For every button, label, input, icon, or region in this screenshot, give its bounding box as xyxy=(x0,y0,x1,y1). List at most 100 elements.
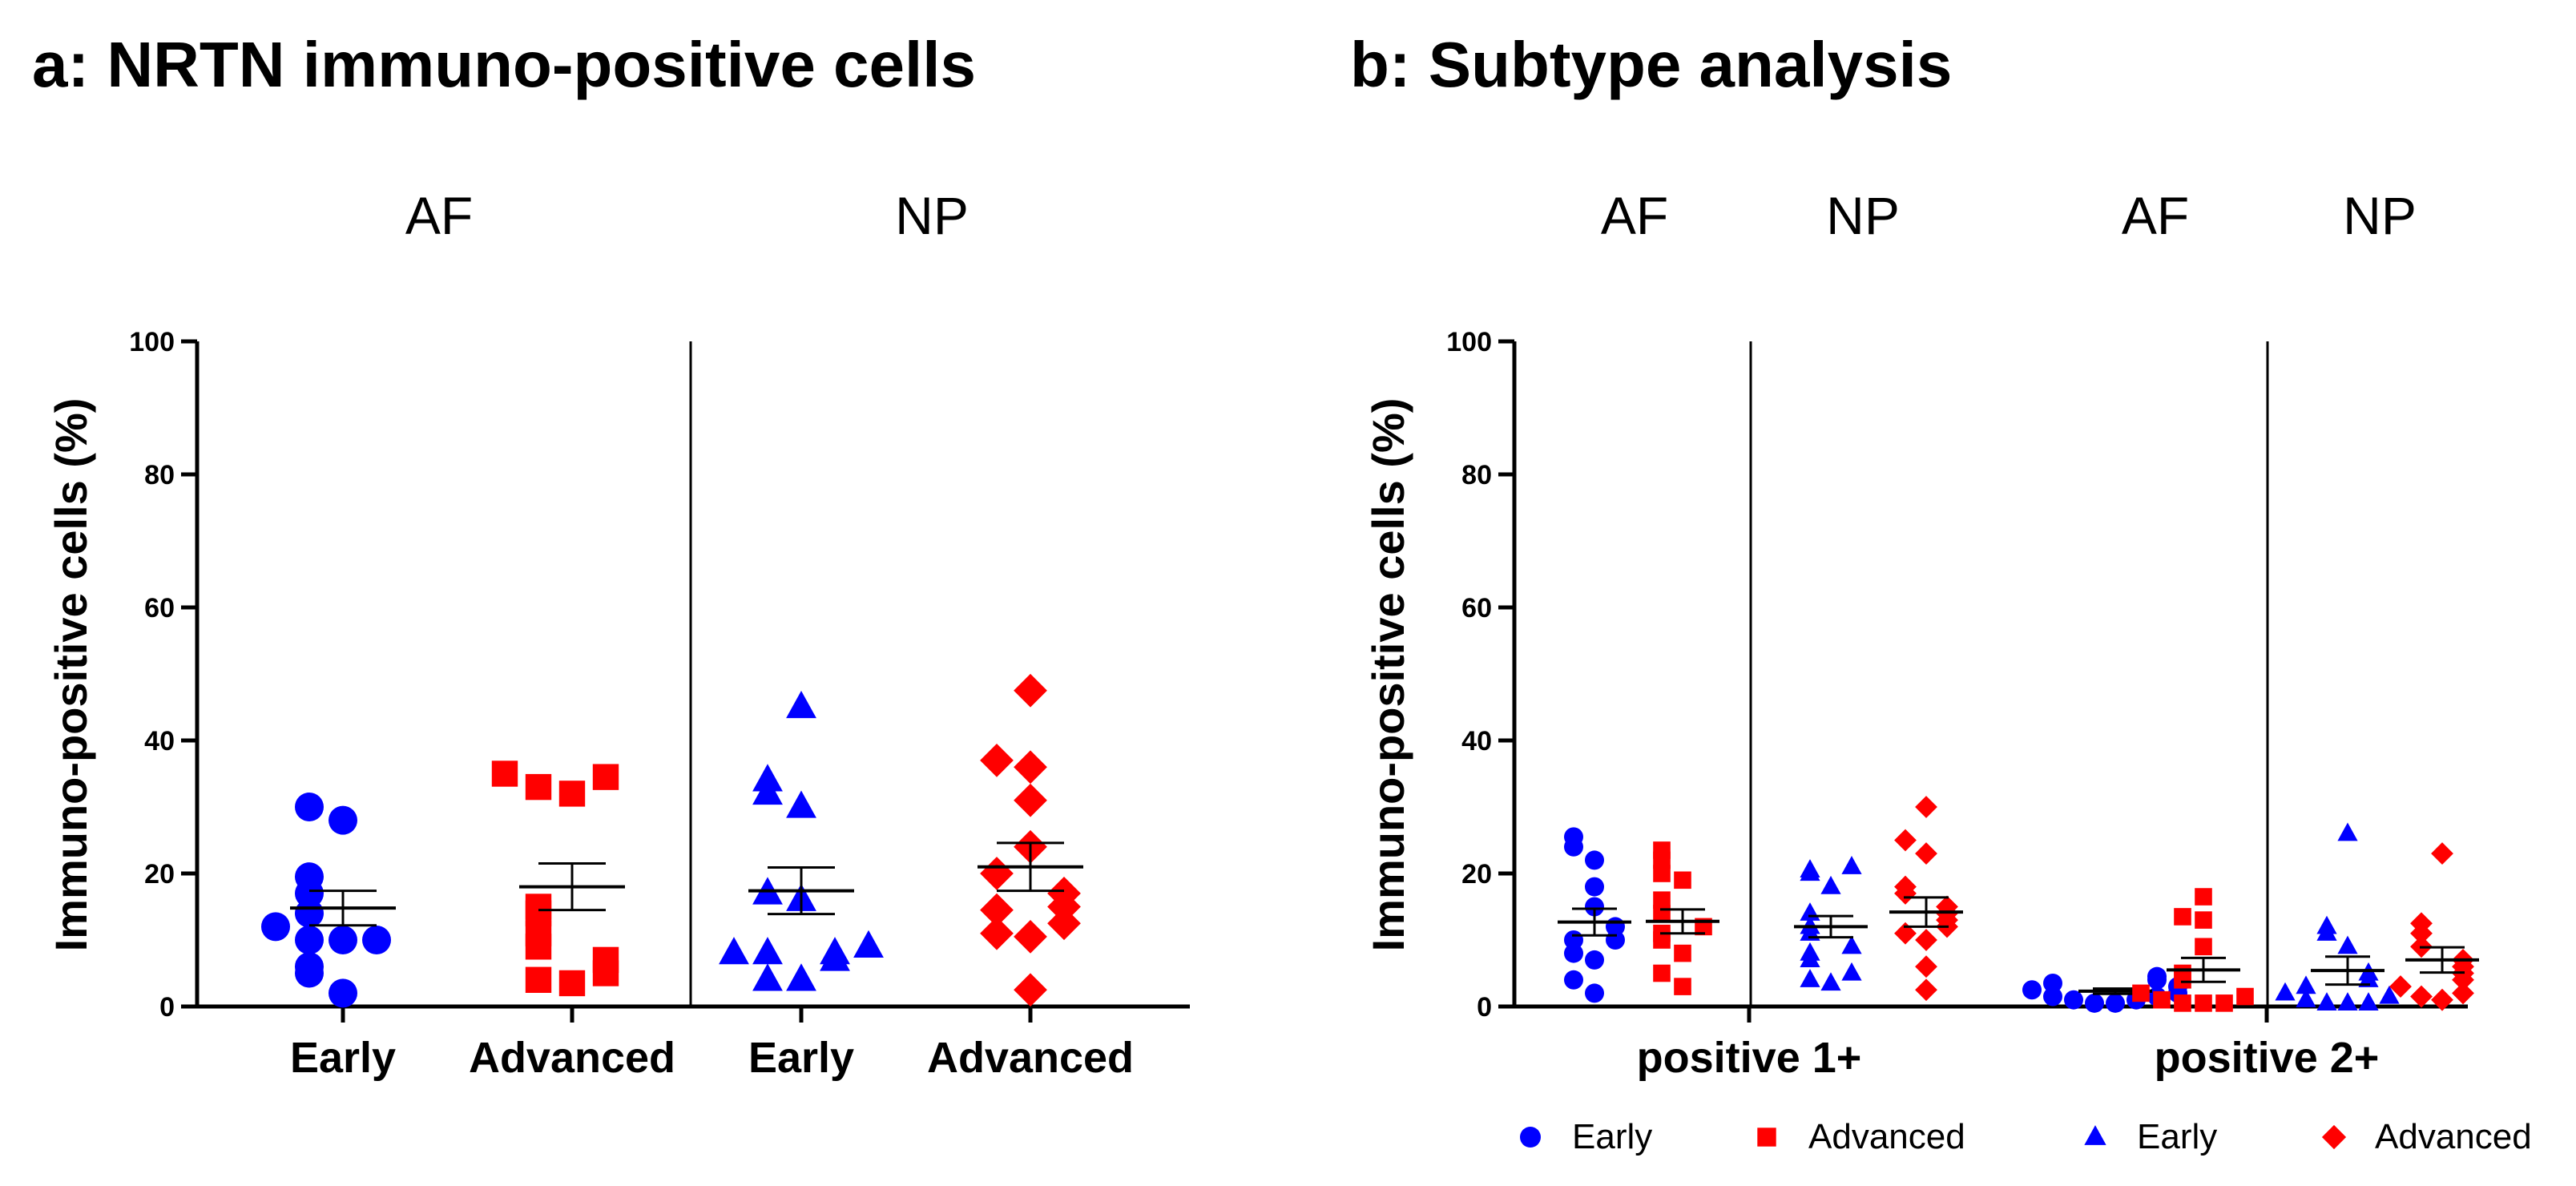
panel-b-point-triangle xyxy=(1820,972,1841,991)
panel-b-point-triangle xyxy=(2275,982,2296,1001)
panel-a-point-triangle xyxy=(752,777,783,805)
panel-b-point-triangle xyxy=(2296,989,2316,1007)
panel-b-point-square xyxy=(2174,971,2191,989)
panel-b-point-diamond xyxy=(1915,929,1937,951)
panel-a-category-label: Early xyxy=(290,1034,396,1082)
panel-b-group-label-af-1: AF xyxy=(1601,186,1668,245)
panel-b-point-circle xyxy=(1585,983,1604,1003)
panel-a-y-axis-label: Immuno-positive cells (%) xyxy=(46,398,96,952)
panel-b-point-circle xyxy=(1606,930,1625,950)
panel-b-point-diamond xyxy=(1894,829,1917,852)
panel-b-point-square xyxy=(1653,905,1671,922)
panel-a-point-circle xyxy=(295,926,324,954)
panel-a-point-circle xyxy=(261,912,290,942)
panel-a-point-circle xyxy=(295,878,324,908)
panel-a-point-diamond xyxy=(1014,973,1047,1007)
panel-b-point-diamond xyxy=(2452,968,2474,991)
panel-a-point-diamond xyxy=(1014,673,1047,708)
legend-label-advanced-af: Advanced xyxy=(1808,1117,1965,1156)
panel-b-point-triangle xyxy=(1800,949,1820,968)
panel-b-point-diamond xyxy=(2431,842,2453,865)
panel-b-point-square xyxy=(2153,990,2171,1009)
panel-b-group-label-np-1: NP xyxy=(1826,186,1900,245)
panel-a-category-label: Early xyxy=(748,1034,854,1082)
panel-b-point-diamond xyxy=(1894,881,1917,905)
panel-a-point-diamond xyxy=(980,893,1014,927)
panel-b-point-circle xyxy=(2064,990,2083,1010)
panel-a-point-square xyxy=(525,934,552,960)
panel-a-point-square xyxy=(558,970,586,997)
panel-a-point-diamond xyxy=(980,857,1014,890)
panel-b-point-diamond xyxy=(2452,982,2474,1005)
panel-b-point-diamond xyxy=(1915,842,1937,865)
panel-b-point-circle xyxy=(2085,993,2104,1013)
panel-b-point-square xyxy=(1674,944,1691,962)
panel-a-point-square xyxy=(525,966,552,993)
panel-a-point-triangle xyxy=(786,690,816,719)
panel-b-point-circle xyxy=(2043,986,2062,1006)
panel-a-point-square xyxy=(592,764,619,790)
panel-a-point-triangle xyxy=(752,963,783,991)
panel-b-point-square xyxy=(2195,938,2212,956)
legend-marker-circle xyxy=(1520,1127,1541,1148)
panel-b-y-tick-label: 40 xyxy=(1461,726,1492,756)
panel-b-y-tick-label: 60 xyxy=(1461,593,1492,623)
panel-b-point-circle xyxy=(1564,837,1583,857)
panel-b-point-diamond xyxy=(2431,988,2453,1011)
panel-a-point-triangle xyxy=(752,937,783,965)
panel-b-point-triangle xyxy=(2316,922,2337,941)
panel-a-point-triangle xyxy=(786,963,816,991)
panel-b-point-circle xyxy=(2043,973,2062,993)
panel-b-point-circle xyxy=(2022,980,2042,1000)
panel-b-point-circle xyxy=(1585,950,1604,970)
panel-a-y-tick-label: 100 xyxy=(129,327,175,357)
panel-b-point-diamond xyxy=(2410,985,2433,1008)
panel-a-group-label-np: NP xyxy=(895,186,969,245)
panel-a-point-diamond xyxy=(1014,919,1047,954)
panel-b-point-circle xyxy=(2106,993,2125,1013)
panel-b-point-circle xyxy=(1564,943,1583,963)
panel-a-point-diamond xyxy=(1014,750,1047,785)
panel-b-point-circle xyxy=(1585,850,1604,870)
panel-b-point-square xyxy=(1653,931,1671,949)
panel-b-point-diamond xyxy=(1915,796,1937,818)
panel-a-y-tick-label: 80 xyxy=(144,460,175,490)
panel-a-point-triangle xyxy=(820,943,850,971)
legend-label-early-af: Early xyxy=(1572,1117,1652,1156)
panel-b-point-triangle xyxy=(2358,992,2379,1011)
panel-a-point-diamond xyxy=(980,744,1014,777)
panel-b-point-diamond xyxy=(1915,955,1937,978)
panel-b-y-tick-label: 80 xyxy=(1461,460,1492,490)
panel-b-y-tick-label: 100 xyxy=(1446,327,1492,357)
panel-b-point-square xyxy=(2195,911,2212,929)
panel-b-point-square xyxy=(2174,908,2191,926)
panel-b-point-circle xyxy=(2147,970,2167,990)
panel-a-point-circle xyxy=(362,926,391,954)
panel-a-y-tick-label: 0 xyxy=(159,992,175,1023)
panel-b-point-square xyxy=(1653,851,1671,869)
panel-b-point-triangle xyxy=(1800,969,1820,987)
panel-b-point-triangle xyxy=(1820,875,1841,894)
panel-b-category-label: positive 1+ xyxy=(1637,1034,1862,1082)
legend-label-advanced-np: Advanced xyxy=(2375,1117,2532,1156)
panel-a-point-triangle xyxy=(786,790,816,818)
panel-a-y-tick-label: 40 xyxy=(144,726,175,756)
panel-a-point-square xyxy=(491,760,518,787)
panel-b-title: b: Subtype analysis xyxy=(1350,29,1952,100)
panel-b-point-square xyxy=(2174,994,2191,1012)
panel-b-point-diamond xyxy=(2389,975,2412,998)
panel-a-point-square xyxy=(558,781,586,807)
panel-a-point-triangle xyxy=(719,937,749,965)
panel-b-point-triangle xyxy=(1841,962,1862,981)
panel-b-point-triangle xyxy=(2337,992,2358,1011)
panel-a-point-circle xyxy=(329,805,357,835)
panel-b-point-square xyxy=(2236,987,2254,1006)
panel-a-point-diamond xyxy=(980,916,1014,950)
panel-b-point-circle xyxy=(1585,877,1604,897)
panel-b-point-square xyxy=(2195,994,2212,1012)
panel-a-category-label: Advanced xyxy=(469,1034,675,1082)
panel-b-point-triangle xyxy=(2337,822,2358,841)
panel-a-point-diamond xyxy=(1047,906,1081,941)
panel-b-point-triangle xyxy=(2379,985,2400,1004)
